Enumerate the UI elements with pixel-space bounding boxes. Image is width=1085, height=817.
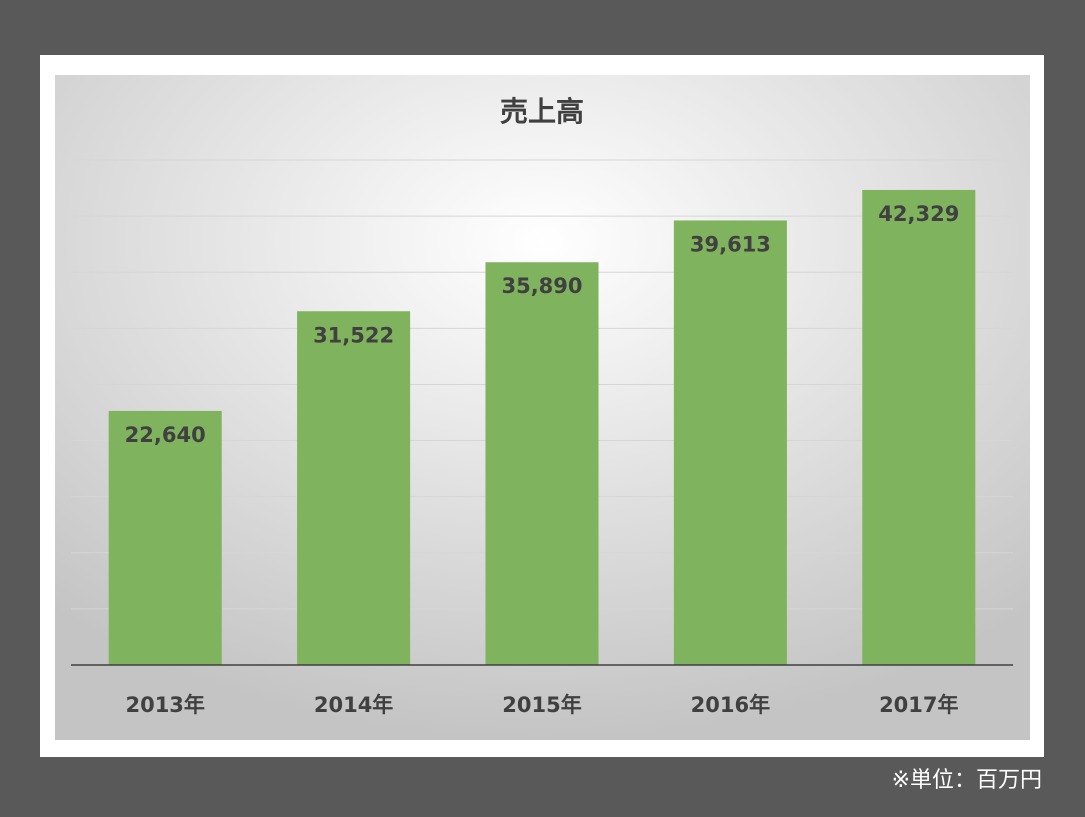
bar	[485, 262, 599, 665]
x-tick-label: 2014年	[314, 693, 393, 717]
chart-title: 売上高	[500, 95, 584, 128]
x-tick-label: 2016年	[691, 693, 770, 717]
bar	[862, 189, 976, 665]
data-label: 22,640	[125, 423, 206, 447]
bar	[297, 311, 411, 665]
unit-note: ※単位：百万円	[892, 768, 1042, 793]
x-tick-label: 2017年	[879, 693, 958, 717]
x-tick-label: 2013年	[125, 693, 204, 717]
data-label: 42,329	[878, 202, 959, 226]
data-label: 39,613	[690, 232, 771, 256]
data-label: 31,522	[313, 323, 394, 347]
bar	[108, 410, 222, 665]
data-label: 35,890	[501, 274, 582, 298]
bar	[673, 220, 787, 666]
x-tick-label: 2015年	[502, 693, 581, 717]
